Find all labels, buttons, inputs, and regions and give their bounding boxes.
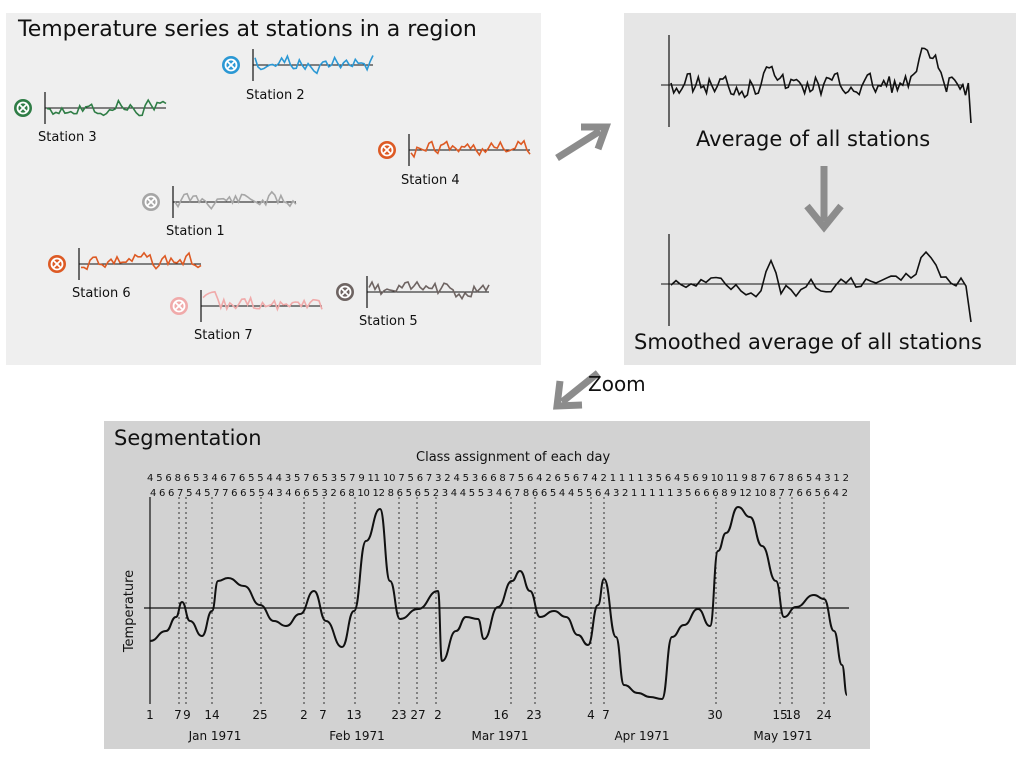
average-label: Average of all stations	[696, 127, 931, 151]
station-7-series	[170, 290, 323, 322]
station-4-marker-icon	[378, 141, 396, 159]
station-1-label: Station 1	[166, 224, 225, 239]
day-tick-label: 25	[252, 708, 267, 722]
segmentation-chart: 4 5 6 8 6 5 3 4 6 7 6 5 5 4 4 3 5 7 6 5 …	[122, 473, 849, 743]
day-tick-label: 7	[174, 708, 182, 722]
smoothed-temperature-curve	[149, 505, 848, 701]
day-tick-label: 2	[434, 708, 442, 722]
day-tick-label: 30	[707, 708, 722, 722]
station-4-series	[378, 134, 531, 166]
station-6-marker-icon	[48, 255, 66, 273]
stations-panel: Temperature series at stations in a regi…	[6, 13, 541, 365]
station-4-label: Station 4	[401, 173, 460, 188]
station-5-series	[336, 276, 490, 308]
average-panel: Average of all stations Smoothed average…	[624, 13, 1016, 365]
class-row-2: 4 6 6 7 5 4 5 7 7 6 6 5 5 4 3 4 6 6 5 3 …	[150, 488, 848, 499]
day-tick-label: 16	[493, 708, 508, 722]
station-6-series	[48, 248, 202, 280]
month-label: Jan 1971	[188, 729, 242, 743]
day-tick-label: 7	[602, 708, 610, 722]
smoothed-average-curve	[661, 234, 972, 326]
station-1-marker-icon	[142, 193, 160, 211]
stations-panel-title: Temperature series at stations in a regi…	[18, 17, 477, 42]
segmentation-title: Segmentation	[114, 426, 262, 450]
down-arrow-icon	[804, 166, 844, 233]
station-2-series	[222, 49, 374, 81]
station-6-label: Station 6	[72, 286, 131, 301]
day-tick-label: 14	[204, 708, 219, 722]
day-tick-label: 1	[146, 708, 154, 722]
day-tick-label: 4	[587, 708, 595, 722]
up-right-arrow-icon	[555, 123, 611, 161]
zoom-label: Zoom	[588, 372, 646, 396]
station-3-label: Station 3	[38, 130, 97, 145]
station-2-label: Station 2	[246, 88, 305, 103]
month-label: Mar 1971	[472, 729, 529, 743]
station-3-marker-icon	[14, 99, 32, 117]
station-1-series	[142, 186, 297, 218]
smoothed-average-label: Smoothed average of all stations	[634, 330, 982, 354]
station-5-marker-icon	[336, 283, 354, 301]
average-curves	[661, 35, 972, 326]
day-tick-label: 9	[183, 708, 191, 722]
class-row-1: 4 5 6 8 6 5 3 4 6 7 6 5 5 4 4 3 5 7 6 5 …	[147, 473, 849, 484]
month-label: Feb 1971	[329, 729, 385, 743]
day-tick-label: 15	[772, 708, 787, 722]
station-5-label: Station 5	[359, 314, 418, 329]
month-label: May 1971	[753, 729, 812, 743]
average-curve	[661, 35, 972, 127]
station-2-marker-icon	[222, 56, 240, 74]
day-tick-label: 13	[346, 708, 361, 722]
day-tick-label: 7	[319, 708, 327, 722]
day-tick-label: 23	[526, 708, 541, 722]
station-3-series	[14, 92, 167, 124]
station-7-marker-icon	[170, 297, 188, 315]
station-7-label: Station 7	[194, 328, 253, 343]
class-assignment-title: Class assignment of each day	[416, 450, 611, 465]
month-label: Apr 1971	[614, 729, 669, 743]
segmentation-panel: Segmentation Class assignment of each da…	[104, 421, 870, 749]
day-tick-label: 27	[410, 708, 425, 722]
y-axis-label: Temperature	[122, 570, 137, 653]
day-tick-label: 18	[785, 708, 800, 722]
day-tick-label: 23	[391, 708, 406, 722]
station-sparklines	[14, 49, 531, 322]
day-tick-label: 24	[816, 708, 831, 722]
day-tick-label: 2	[300, 708, 308, 722]
